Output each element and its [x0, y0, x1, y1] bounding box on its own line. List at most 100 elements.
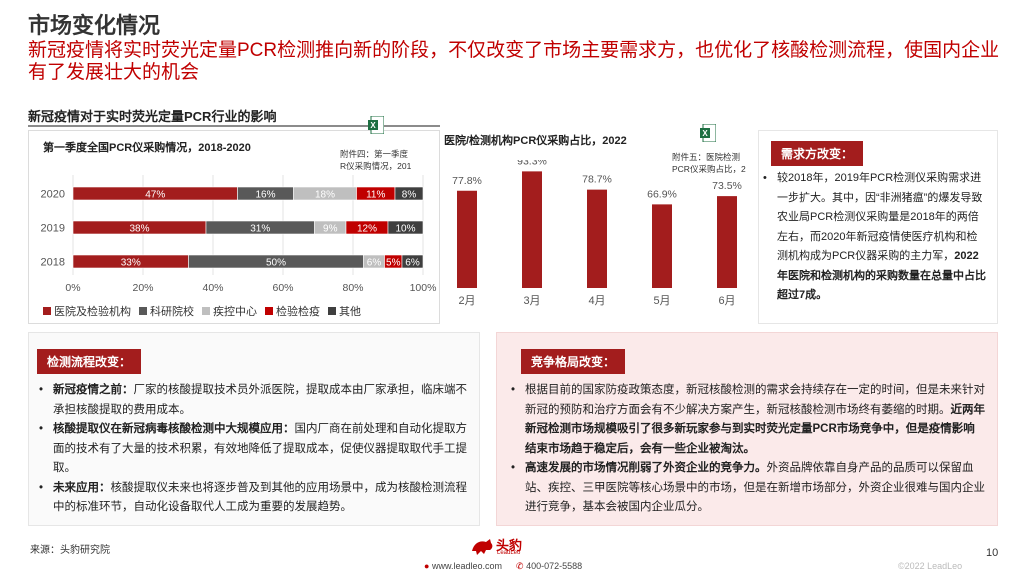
- process-item: 未来应用：核酸提取仪未来也将逐步普及到其他的应用场景中，成为核酸检测流程中的标准…: [39, 479, 471, 518]
- stacked-chart-panel: 第一季度全国PCR仪采购情况，2018-2020 0% 20% 40% 60% 80% 1…: [28, 130, 440, 324]
- process-item-text: 国内厂商在前处理和自动化提取方面的技术有了大量的技术积累，有效地降低了提取成本，…: [53, 423, 467, 474]
- legend-item: 科研院校: [139, 303, 194, 319]
- stacked-bar-chart: 0% 20% 40% 60% 80% 100% 2020 47% 16% 18% 11% 8% 2019…: [41, 175, 437, 294]
- legend-label: 科研院校: [150, 306, 194, 318]
- column-bar: [522, 171, 542, 288]
- x-tick-label: 60%: [272, 282, 293, 294]
- competition-list: 根据目前的国家防疫政策态度，新冠核酸检测的需求会持续存在一定的时间，但是未来针对…: [511, 381, 985, 518]
- competition-item: 高速发展的市场情况削弱了外资企业的竞争力。外资品牌依靠自身产品的品质可以保留血站…: [511, 459, 985, 518]
- bar-data-label: 38%: [129, 224, 149, 235]
- phone-contact: ✆ 400-072-5588: [516, 561, 582, 572]
- column-bar: [457, 190, 477, 288]
- column-data-label: 66.9%: [647, 188, 677, 200]
- legend-label: 检验检疫: [276, 306, 320, 318]
- process-item: 核酸提取仪在新冠病毒核酸检测中大规模应用：国内厂商在前处理和自动化提取方面的技术…: [39, 420, 471, 479]
- attachment-left-line1: 附件四：第一季度: [340, 149, 409, 159]
- column-data-label: 77.8%: [452, 175, 482, 187]
- process-item-text: 厂家的核酸提取技术员外派医院，提取成本由厂家承担，临床端不承担核酸提取的费用成本…: [53, 384, 467, 416]
- website-link[interactable]: ● www.leadleo.com: [424, 561, 502, 571]
- attachment-left-line2: R仪采购情况，201: [340, 161, 412, 171]
- copyright: ©2022 LeadLeo: [898, 561, 963, 571]
- bar-data-label: 33%: [121, 258, 141, 269]
- bar-segment: [394, 186, 424, 201]
- brand-logo: 头豹 LeadLeo: [470, 535, 560, 559]
- y-category-label: 2018: [41, 257, 65, 269]
- legend-swatch: [202, 307, 210, 315]
- x-tick-label: 100%: [410, 282, 437, 294]
- legend-label: 其他: [339, 306, 361, 318]
- column-bar: [587, 189, 607, 288]
- competition-item-text: 外资品牌依靠自身产品的品质可以保留血站、疾控、三甲医院等核心场景中的市场，但是在…: [525, 462, 985, 513]
- process-item-text: 核酸提取仪未来也将逐步普及到其他的应用场景中，成为核酸检测流程中的标准环节，自动…: [53, 481, 467, 514]
- bar-data-label: 18%: [315, 190, 335, 201]
- demand-text: 较2018年，2019年PCR检测仪采购需求进一步扩大。其中，因“非洲猪瘟”的爆…: [777, 172, 983, 262]
- competition-panel: 竞争格局改变： 根据目前的国家防疫政策态度，新冠核酸检测的需求会持续存在一定的时…: [496, 332, 998, 526]
- x-category-label: 2月: [458, 295, 475, 307]
- section-divider: [28, 125, 440, 127]
- globe-icon: ●: [424, 561, 430, 571]
- svg-text:X: X: [702, 129, 708, 138]
- x-category-label: 3月: [523, 295, 540, 307]
- process-item: 新冠疫情之前：厂家的核酸提取技术员外派医院，提取成本由厂家承担，临床端不承担核酸…: [39, 381, 471, 420]
- section-title: 新冠疫情对于实时荧光定量PCR行业的影响: [28, 109, 277, 124]
- column-bar: [717, 196, 737, 288]
- demand-list: 较2018年，2019年PCR检测仪采购需求进一步扩大。其中，因“非洲猪瘟”的爆…: [763, 169, 987, 306]
- bar-data-label: 11%: [366, 190, 385, 201]
- process-item-heading: 新冠疫情之前：: [53, 384, 134, 396]
- competition-item-bold: 高速发展的市场情况削弱了外资企业的竞争力。: [525, 462, 767, 474]
- excel-attachment-right[interactable]: X 附件五：医院检测 PCR仪采购占比，2: [672, 123, 760, 175]
- bar-data-label: 5%: [386, 258, 401, 269]
- bar-data-label: 10%: [395, 224, 415, 235]
- attachment-right-line2: PCR仪采购占比，2: [672, 164, 746, 174]
- bar-data-label: 50%: [266, 258, 286, 269]
- competition-item-text: 根据目前的国家防疫政策态度，新冠核酸检测的需求会持续存在一定的时间，但是未来针对…: [525, 384, 985, 416]
- x-tick-label: 0%: [65, 282, 80, 294]
- stacked-chart-title: 第一季度全国PCR仪采购情况，2018-2020: [43, 142, 251, 154]
- phone-text: 400-072-5588: [526, 561, 583, 571]
- bar-segment: [387, 220, 424, 235]
- demand-text-bold: 2022年医院和检测机构的采购数量在总量中占比超过7成。: [777, 250, 986, 301]
- legend-swatch: [328, 307, 336, 315]
- legend-item: 疾控中心: [202, 303, 257, 319]
- x-tick-label: 20%: [132, 282, 153, 294]
- x-category-label: 4月: [588, 295, 605, 307]
- competition-item-bold: 近两年新冠检测市场规模吸引了很多新玩家参与到实时荧光定量PCR市场竞争中，但是疫…: [525, 403, 985, 455]
- competition-tag: 竞争格局改变：: [521, 349, 626, 374]
- process-panel: 检测流程改变： 新冠疫情之前：厂家的核酸提取技术员外派医院，提取成本由厂家承担，…: [28, 332, 480, 526]
- website-text: www.leadleo.com: [431, 561, 502, 571]
- bar-data-label: 31%: [250, 224, 270, 235]
- x-tick-label: 40%: [202, 282, 223, 294]
- source-note: 来源：头豹研究院: [30, 545, 110, 556]
- legend-item: 检验检疫: [265, 303, 320, 319]
- x-tick-label: 80%: [342, 282, 363, 294]
- bar-data-label: 6%: [367, 258, 382, 269]
- bar-data-label: 8%: [402, 190, 417, 201]
- column-bar: [652, 204, 672, 288]
- logo-cn: 头豹: [496, 538, 523, 553]
- page-number: 10: [986, 547, 999, 559]
- legend-swatch: [265, 307, 273, 315]
- bar-data-label: 9%: [323, 224, 338, 235]
- excel-attachment-left[interactable]: X 附件四：第一季度 R仪采购情况，201: [340, 115, 430, 172]
- column-bar-chart: 77.8% 2月 93.3% 3月 78.7% 4月 66.9% 5月 73.5% 6月: [452, 160, 742, 307]
- legend-label: 医院及检验机构: [54, 306, 131, 318]
- column-chart-title: 医院/检测机构PCR仪采购占比，2022: [444, 135, 627, 147]
- page-subtitle: 新冠疫情将实时荧光定量PCR检测推向新的阶段，不仅改变了市场主要需求方，也优化了…: [28, 40, 1000, 83]
- demand-panel: 需求方改变： 较2018年，2019年PCR检测仪采购需求进一步扩大。其中，因“…: [758, 130, 998, 324]
- column-data-label: 78.7%: [582, 174, 612, 186]
- excel-file-icon: X: [700, 123, 717, 143]
- bar-data-label: 6%: [405, 258, 420, 269]
- demand-item: 较2018年，2019年PCR检测仪采购需求进一步扩大。其中，因“非洲猪瘟”的爆…: [763, 169, 987, 306]
- legend-item: 医院及检验机构: [43, 303, 131, 319]
- bar-data-label: 16%: [255, 190, 275, 201]
- leopard-icon: [472, 539, 493, 555]
- legend-swatch: [139, 307, 147, 315]
- legend-swatch: [43, 307, 51, 315]
- logo-en: LeadLeo: [497, 550, 521, 556]
- bar-data-label: 12%: [357, 224, 377, 235]
- attachment-right-line1: 附件五：医院检测: [672, 152, 741, 162]
- process-item-heading: 未来应用：: [53, 481, 111, 494]
- bar-data-label: 47%: [145, 190, 165, 201]
- x-category-label: 5月: [653, 295, 670, 307]
- legend-item: 其他: [328, 303, 361, 319]
